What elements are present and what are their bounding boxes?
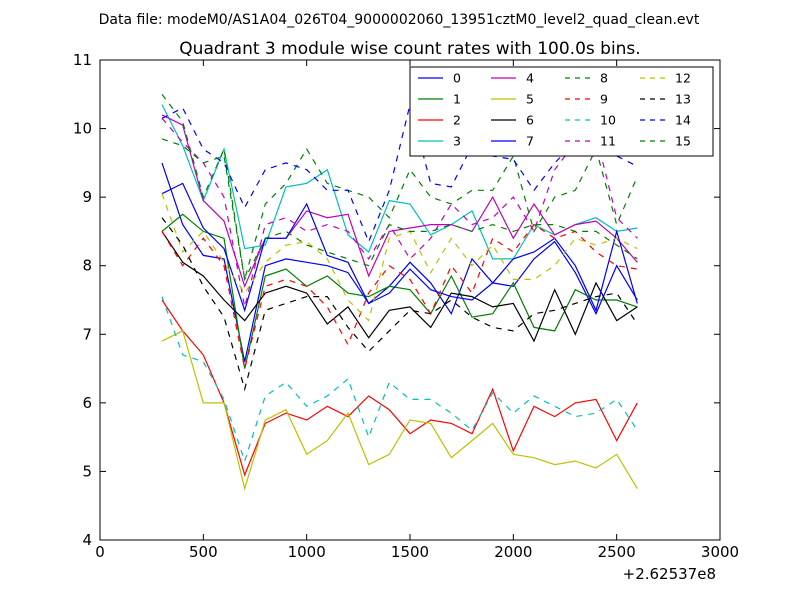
y-tick-label: 10 xyxy=(73,120,92,138)
series-line-14 xyxy=(161,104,638,244)
x-tick-label: 3000 xyxy=(701,543,739,561)
series-line-6 xyxy=(161,231,638,343)
legend-label-4: 4 xyxy=(526,71,534,86)
legend-label-0: 0 xyxy=(453,71,461,86)
legend-label-9: 9 xyxy=(600,92,608,107)
legend-label-7: 7 xyxy=(526,134,534,149)
x-tick-label: 1500 xyxy=(391,543,429,561)
legend-label-8: 8 xyxy=(600,71,608,86)
legend-label-6: 6 xyxy=(526,113,534,128)
series-line-9 xyxy=(161,223,638,369)
x-tick-label: 2500 xyxy=(598,543,636,561)
y-tick-label: 6 xyxy=(82,394,92,412)
y-tick-label: 7 xyxy=(82,325,92,343)
y-tick-label: 9 xyxy=(82,188,92,206)
y-tick-label: 4 xyxy=(82,531,92,549)
legend-label-2: 2 xyxy=(453,113,461,128)
y-tick-label: 8 xyxy=(82,257,92,275)
data-file-label: Data file: modeM0/AS1A04_026T04_90000020… xyxy=(99,12,700,28)
y-tick-label: 5 xyxy=(82,462,92,480)
chart-title: Quadrant 3 module wise count rates with … xyxy=(179,39,640,59)
x-tick-label: 2000 xyxy=(494,543,532,561)
legend-label-10: 10 xyxy=(600,113,616,128)
x-offset-label: +2.62537e8 xyxy=(623,565,716,583)
legend-label-11: 11 xyxy=(600,134,616,149)
legend-label-13: 13 xyxy=(675,92,691,107)
series-line-5 xyxy=(161,330,638,491)
x-tick-label: 500 xyxy=(189,543,218,561)
x-tick-label: 0 xyxy=(95,543,105,561)
legend-label-15: 15 xyxy=(675,134,691,149)
legend-label-3: 3 xyxy=(453,134,461,149)
series-line-4 xyxy=(161,114,638,289)
series-line-1 xyxy=(161,213,638,369)
series-line-7 xyxy=(161,182,638,313)
series-line-10 xyxy=(161,296,638,464)
legend-label-12: 12 xyxy=(675,71,691,86)
series-line-12 xyxy=(161,193,638,322)
legend-label-14: 14 xyxy=(675,113,691,128)
series-layer xyxy=(161,93,638,491)
y-tick-label: 11 xyxy=(73,51,92,69)
legend-label-1: 1 xyxy=(453,92,461,107)
series-line-15 xyxy=(161,138,638,282)
x-tick-label: 1000 xyxy=(288,543,326,561)
legend-label-5: 5 xyxy=(526,92,534,107)
series-line-2 xyxy=(161,299,638,477)
